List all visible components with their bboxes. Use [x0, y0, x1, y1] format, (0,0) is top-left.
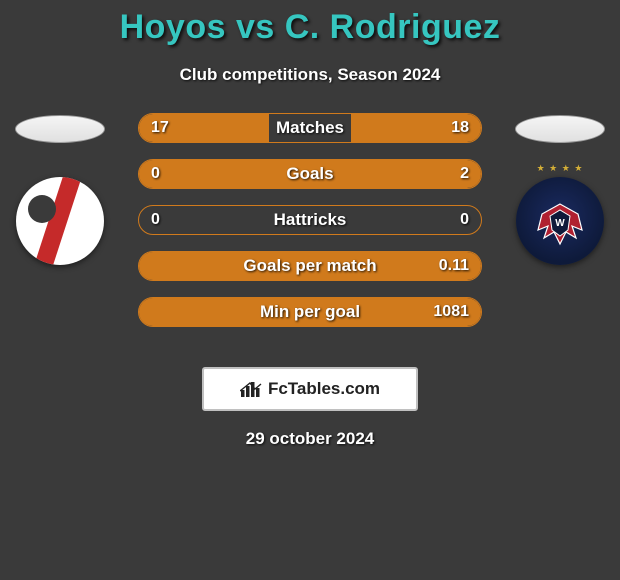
right-player-col: ★ ★ ★ ★ W [500, 113, 620, 265]
stat-bar: 0.11Goals per match [138, 251, 482, 281]
watermark[interactable]: FcTables.com [202, 367, 418, 411]
crest-stars-icon: ★ ★ ★ ★ [516, 163, 604, 174]
page-title: Hoyos vs C. Rodriguez [0, 0, 620, 47]
stat-fill-right [139, 298, 481, 326]
left-team-crest [16, 177, 104, 265]
comparison-area: ★ ★ ★ ★ W 1718Matches02Goals00Hattricks0… [0, 113, 620, 353]
right-team-crest: ★ ★ ★ ★ W [516, 177, 604, 265]
date-line: 29 october 2024 [0, 429, 620, 449]
stat-bar: 0 0Hattricks [138, 205, 482, 235]
stat-fill-right [351, 114, 481, 142]
left-player-col [0, 113, 120, 265]
subtitle: Club competitions, Season 2024 [0, 65, 620, 85]
stat-fill-right [139, 160, 481, 188]
stat-bars: 1718Matches 02Goals 0 0Hattricks 0.11Goals p… [138, 113, 482, 343]
right-flag-oval [515, 115, 605, 143]
stat-label: Hattricks [139, 206, 481, 234]
stat-value-left: 0 [151, 206, 160, 234]
watermark-text: FcTables.com [268, 379, 380, 399]
stat-bar: 1718Matches [138, 113, 482, 143]
left-flag-oval [15, 115, 105, 143]
stat-bar: 1081Min per goal [138, 297, 482, 327]
bar-chart-icon [240, 380, 262, 398]
stat-value-right: 0 [460, 206, 469, 234]
stat-fill-left [139, 114, 269, 142]
stat-fill-right [139, 252, 481, 280]
wings-icon: W [530, 196, 590, 246]
svg-text:W: W [555, 218, 565, 229]
stat-bar: 02Goals [138, 159, 482, 189]
